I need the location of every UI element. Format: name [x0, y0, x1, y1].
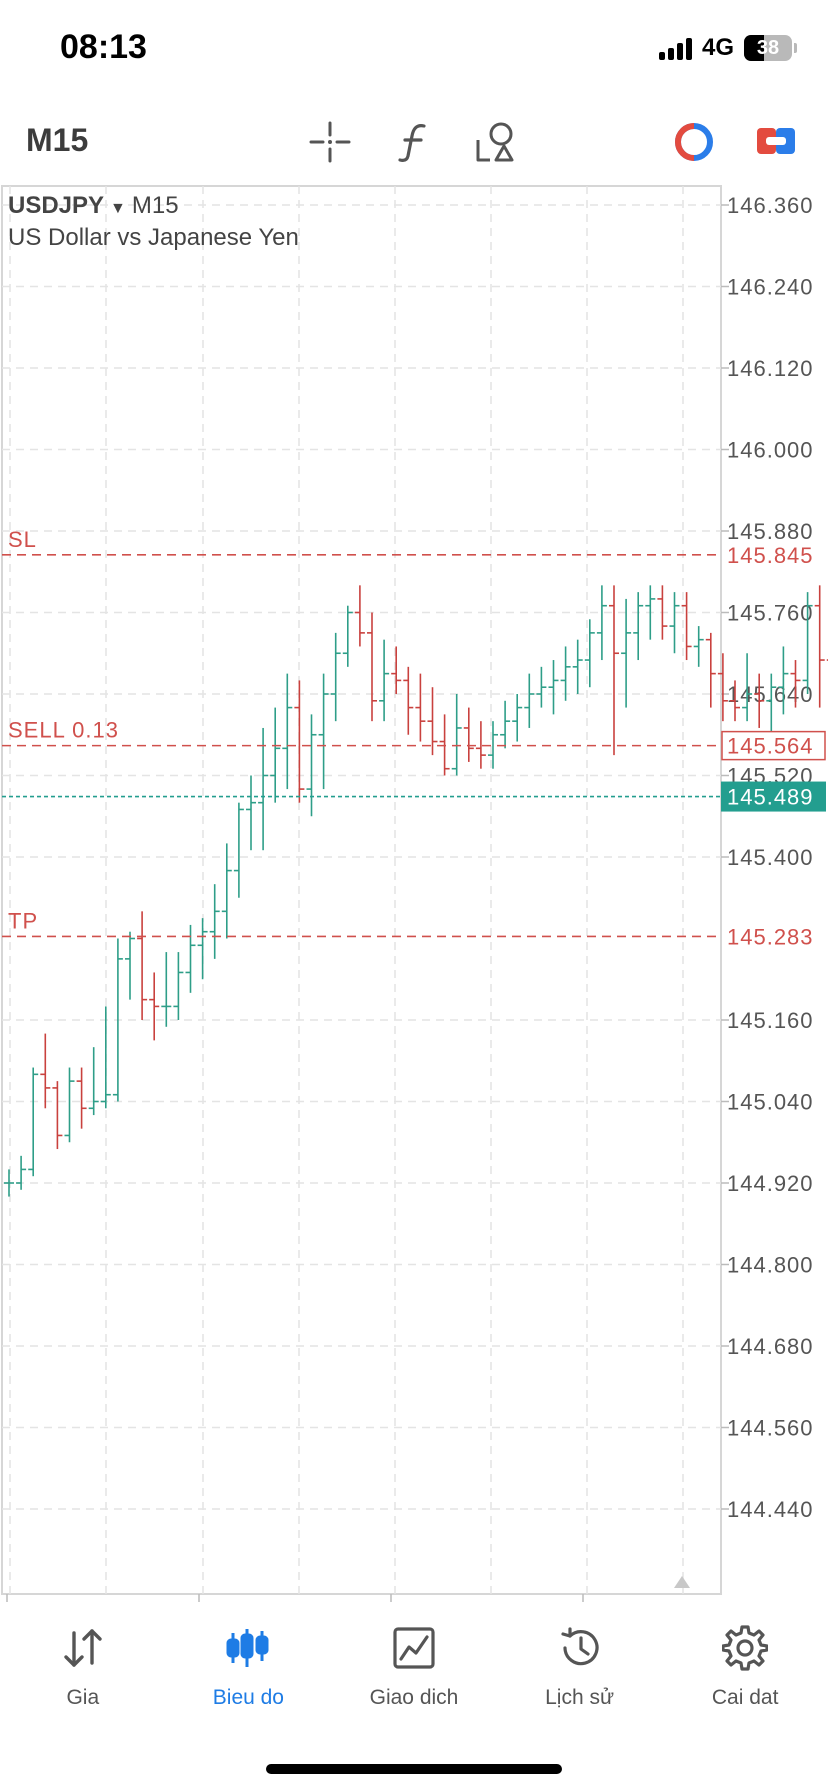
sell-order-price-box [721, 730, 826, 761]
scroll-end-icon [674, 1576, 690, 1588]
quotes-icon [60, 1620, 106, 1676]
take-profit-price: 145.283 [727, 924, 814, 949]
history-icon [557, 1620, 603, 1676]
take-profit-label: TP [8, 908, 38, 933]
timeframe-button[interactable]: M15 [26, 122, 89, 158]
home-indicator [266, 1764, 562, 1774]
nav-item-quotes[interactable]: Gia [0, 1612, 166, 1722]
nav-label: Gia [66, 1686, 100, 1709]
status-indicators: 4G 38 [658, 34, 797, 62]
chart-type-icon[interactable] [752, 118, 800, 166]
nav-label: Bieu do [212, 1686, 284, 1709]
nav-label: Cai dat [711, 1686, 779, 1709]
nav-item-settings[interactable]: Cai dat [662, 1612, 828, 1722]
nav-item-trade[interactable]: Giao dich [331, 1612, 497, 1722]
price-axis-label: 145.760 [727, 601, 814, 626]
chart-toolbar: M15 [0, 100, 828, 184]
symbol-dropdown-icon[interactable]: ▼ [110, 200, 126, 217]
nav-label: Giao dich [369, 1686, 459, 1709]
price-axis-label: 145.640 [727, 682, 814, 707]
signal-icon [658, 36, 692, 60]
price-axis-label: 145.160 [727, 1008, 814, 1033]
stop-loss-label: SL [8, 527, 37, 552]
nav-label: Lịch sử [545, 1686, 615, 1709]
current-price-price: 145.489 [727, 785, 814, 810]
current-price-price-box [721, 781, 826, 812]
price-axis-label: 144.440 [727, 1497, 814, 1522]
price-axis-label: 146.360 [727, 193, 814, 218]
symbol-timeframe: M15 [131, 192, 179, 219]
settings-icon [722, 1620, 769, 1676]
nav-item-chart[interactable]: Bieu do [166, 1612, 332, 1722]
trade-icon [391, 1620, 437, 1676]
price-axis-label: 145.880 [727, 519, 814, 544]
bottom-nav: Gia Bieu do Giao dich Lịch sử Cai dat [0, 1612, 828, 1722]
chart-area[interactable]: 146.360 146.240 146.120 146.000 145.880 145.7… [0, 184, 828, 1604]
price-axis-label: 145.400 [727, 845, 814, 870]
status-time: 08:13 [60, 28, 147, 66]
sell-order-price: 145.564 [727, 734, 814, 759]
price-axis-label: 146.000 [727, 438, 814, 463]
symbol-name[interactable]: USDJPY [8, 192, 105, 219]
symbol-description: US Dollar vs Japanese Yen [8, 224, 299, 251]
price-axis-label: 146.120 [727, 356, 814, 381]
symbol-header: USDJPY ▼ M15 US Dollar vs Japanese Yen [8, 192, 299, 252]
price-axis-label: 144.680 [727, 1334, 814, 1359]
crosshair-icon[interactable] [306, 118, 354, 166]
objects-icon[interactable] [472, 118, 520, 166]
nav-item-history[interactable]: Lịch sử [497, 1612, 663, 1722]
plot-frame [1, 185, 722, 1595]
price-axis-label: 146.240 [727, 275, 814, 300]
stop-loss-price: 145.845 [727, 543, 814, 568]
sell-order-label: SELL 0.13 [8, 718, 119, 743]
battery-level: 38 [756, 36, 780, 59]
chart-icon [225, 1620, 271, 1676]
network-type: 4G [701, 34, 734, 61]
battery-icon: 38 [744, 35, 797, 61]
price-axis-label: 145.040 [727, 1090, 814, 1115]
price-axis-label: 144.560 [727, 1416, 814, 1441]
status-bar: 08:13 4G 38 [0, 0, 828, 100]
one-click-trading-icon[interactable] [670, 118, 718, 166]
price-axis-label: 144.920 [727, 1171, 814, 1196]
indicator-icon[interactable] [390, 118, 438, 166]
price-chart[interactable]: 146.360 146.240 146.120 146.000 145.880 145.7… [0, 184, 828, 1604]
price-axis-label: 144.800 [727, 1253, 814, 1278]
